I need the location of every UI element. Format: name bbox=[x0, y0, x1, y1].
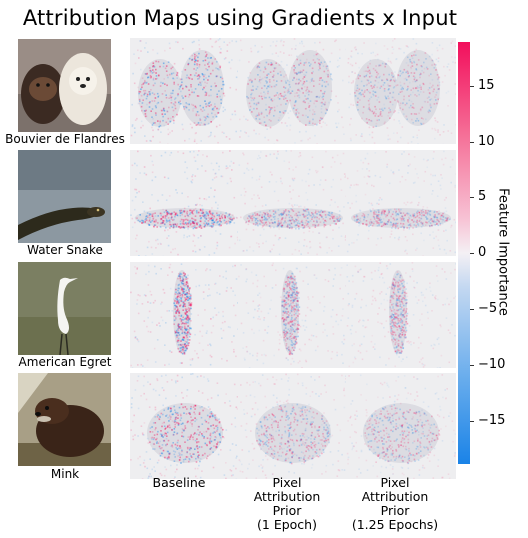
attribution-map-cell bbox=[238, 262, 348, 368]
attribution-map-cell bbox=[346, 38, 456, 144]
colorbar-tick bbox=[470, 309, 474, 310]
colorbar-tick-label: 15 bbox=[478, 78, 495, 93]
colorbar-tick-label: 0 bbox=[478, 245, 487, 260]
row-label-american-egret: American Egret bbox=[18, 355, 112, 369]
attribution-map-cell bbox=[130, 262, 240, 368]
colorbar-tick bbox=[470, 253, 474, 254]
colorbar-tick bbox=[470, 142, 474, 143]
attribution-map-cell bbox=[346, 150, 456, 256]
attribution-map-cell bbox=[238, 373, 348, 479]
row-label-mink: Mink bbox=[50, 467, 80, 481]
colorbar-label: Feature Importance bbox=[495, 188, 511, 316]
colorbar-tick-label: −10 bbox=[478, 357, 506, 372]
colorbar-tick-label: 10 bbox=[478, 134, 495, 149]
colorbar-tick bbox=[470, 86, 474, 87]
column-label-baseline: Baseline bbox=[152, 475, 206, 490]
figure-title: Attribution Maps using Gradients x Input bbox=[22, 6, 458, 30]
column-label-pixel-prior-1-25-epochs: Pixel Attribution Prior (1.25 Epochs) bbox=[351, 475, 439, 532]
colorbar bbox=[458, 42, 470, 464]
attribution-map-cell bbox=[346, 373, 456, 479]
photo-american-egret bbox=[18, 262, 111, 355]
colorbar-tick bbox=[470, 421, 474, 422]
row-label-bouvier: Bouvier de Flandres bbox=[5, 132, 125, 146]
colorbar-tick bbox=[470, 197, 474, 198]
attribution-map-cell bbox=[130, 38, 240, 144]
attribution-map-cell bbox=[130, 373, 240, 479]
attribution-map-cell bbox=[130, 150, 240, 256]
photo-mink bbox=[18, 373, 111, 466]
photo-water-snake bbox=[18, 150, 111, 243]
photo-bouvier bbox=[18, 39, 111, 132]
attribution-map-cell bbox=[346, 262, 456, 368]
attribution-map-cell bbox=[238, 38, 348, 144]
colorbar-tick-label: −5 bbox=[478, 301, 498, 316]
colorbar-tick bbox=[470, 365, 474, 366]
column-label-pixel-prior-1-epoch: Pixel Attribution Prior (1 Epoch) bbox=[253, 475, 321, 532]
colorbar-tick-label: −15 bbox=[478, 413, 506, 428]
attribution-map-cell bbox=[238, 150, 348, 256]
colorbar-tick-label: 5 bbox=[478, 189, 487, 204]
row-label-water-snake: Water Snake bbox=[27, 243, 103, 257]
